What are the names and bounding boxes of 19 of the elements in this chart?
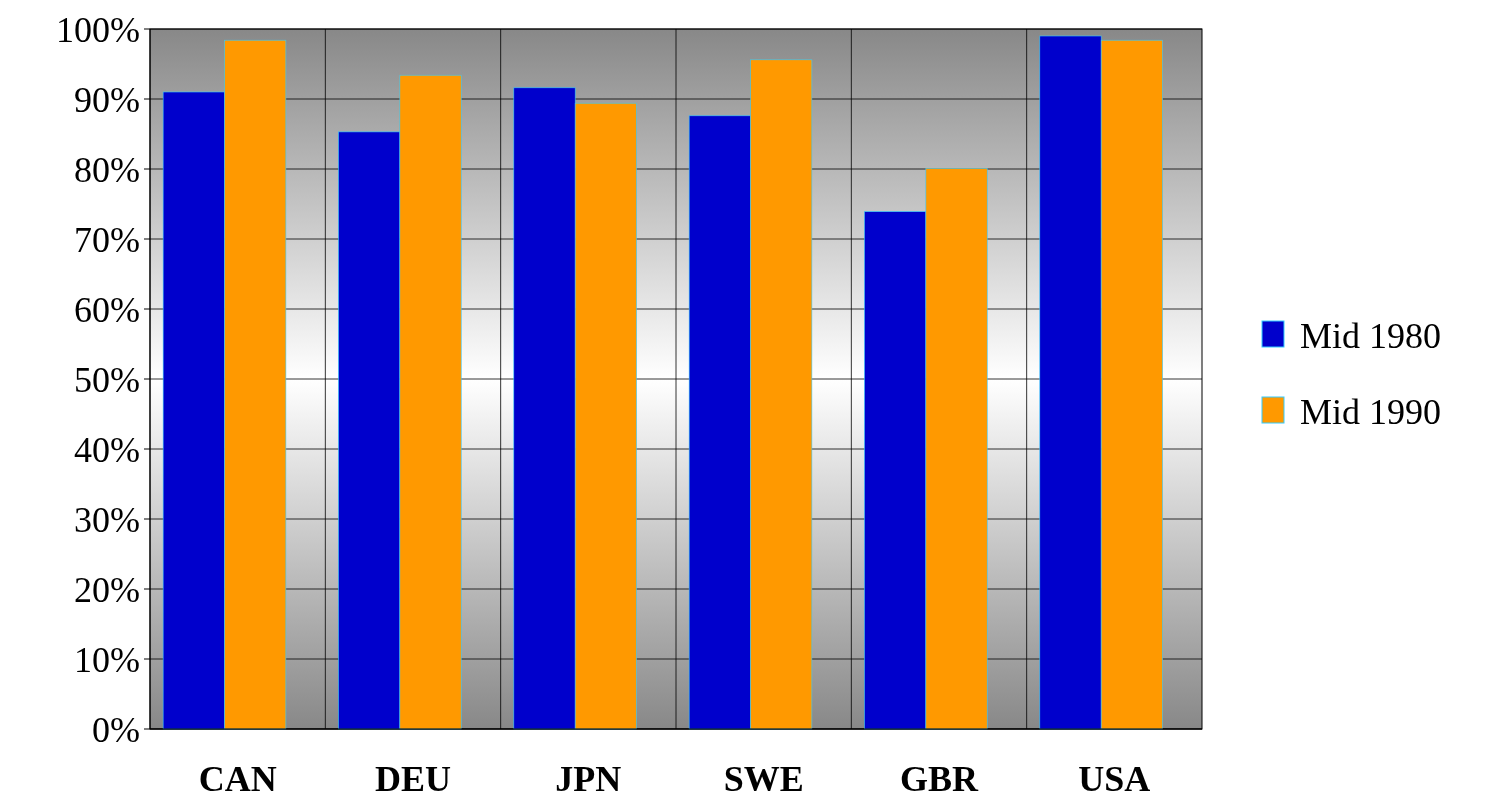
x-tick-label: CAN <box>198 759 277 799</box>
legend-label: Mid 1980 <box>1300 315 1442 356</box>
y-tick-label: 90% <box>74 79 140 120</box>
y-tick-label: 100% <box>56 9 140 50</box>
y-tick-label: 40% <box>74 429 140 470</box>
x-tick-label: USA <box>1078 759 1151 799</box>
y-tick-label: 80% <box>74 149 140 190</box>
y-tick-label: 10% <box>74 639 140 680</box>
y-tick-label: 70% <box>74 219 140 260</box>
legend-label: Mid 1990 <box>1300 391 1442 432</box>
y-tick-label: 20% <box>74 569 140 610</box>
x-tick-label: JPN <box>555 759 622 799</box>
y-tick-label: 30% <box>74 499 140 540</box>
y-tick-label: 0% <box>92 709 140 750</box>
x-tick-label: GBR <box>899 759 980 799</box>
x-tick-label: DEU <box>374 759 452 799</box>
y-tick-label: 60% <box>74 289 140 330</box>
x-tick-label: SWE <box>723 759 804 799</box>
y-tick-label: 50% <box>74 359 140 400</box>
